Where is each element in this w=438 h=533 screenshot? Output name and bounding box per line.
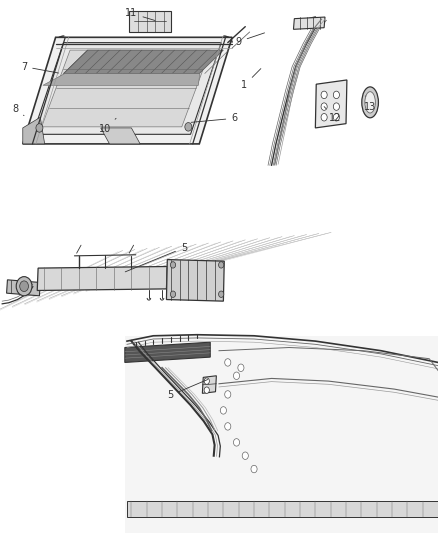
Circle shape: [170, 262, 176, 268]
Circle shape: [333, 91, 339, 99]
Ellipse shape: [365, 92, 375, 113]
Circle shape: [225, 359, 231, 366]
Circle shape: [333, 103, 339, 110]
Polygon shape: [64, 50, 223, 74]
Circle shape: [233, 439, 240, 446]
Circle shape: [233, 372, 240, 379]
Text: 8: 8: [12, 104, 24, 116]
Text: 11: 11: [125, 9, 155, 20]
Polygon shape: [215, 344, 438, 533]
Circle shape: [333, 114, 339, 121]
Polygon shape: [37, 266, 167, 290]
Polygon shape: [42, 50, 210, 127]
Circle shape: [185, 123, 192, 131]
Circle shape: [220, 407, 226, 414]
Circle shape: [204, 387, 209, 393]
Text: 5: 5: [125, 243, 187, 272]
Polygon shape: [125, 336, 438, 533]
Polygon shape: [129, 11, 171, 32]
Circle shape: [20, 281, 28, 292]
Text: 12: 12: [324, 107, 341, 123]
Polygon shape: [315, 80, 347, 128]
Ellipse shape: [289, 408, 342, 482]
Circle shape: [321, 103, 327, 110]
Circle shape: [251, 465, 257, 473]
Ellipse shape: [364, 405, 407, 474]
Circle shape: [225, 423, 231, 430]
Polygon shape: [127, 501, 438, 517]
Polygon shape: [166, 260, 224, 301]
Circle shape: [16, 277, 32, 296]
Circle shape: [242, 452, 248, 459]
Polygon shape: [43, 74, 200, 85]
Text: 10: 10: [99, 118, 116, 134]
Polygon shape: [101, 128, 140, 144]
Circle shape: [238, 364, 244, 372]
Circle shape: [170, 291, 176, 297]
Polygon shape: [23, 37, 232, 144]
Polygon shape: [125, 342, 210, 362]
Polygon shape: [293, 17, 325, 29]
Polygon shape: [7, 280, 40, 296]
Text: 5: 5: [167, 379, 208, 400]
Text: 9: 9: [236, 33, 265, 46]
Polygon shape: [202, 376, 216, 393]
Circle shape: [219, 291, 224, 297]
Text: 13: 13: [364, 96, 376, 111]
Circle shape: [36, 124, 43, 132]
Polygon shape: [33, 43, 221, 134]
Circle shape: [225, 391, 231, 398]
Text: 1: 1: [241, 69, 261, 90]
Text: 6: 6: [191, 114, 237, 123]
Circle shape: [321, 91, 327, 99]
Circle shape: [321, 114, 327, 121]
Circle shape: [219, 262, 224, 268]
Circle shape: [204, 378, 209, 384]
Text: 7: 7: [21, 62, 59, 73]
Polygon shape: [23, 117, 45, 144]
Ellipse shape: [327, 458, 356, 501]
Ellipse shape: [362, 87, 378, 118]
